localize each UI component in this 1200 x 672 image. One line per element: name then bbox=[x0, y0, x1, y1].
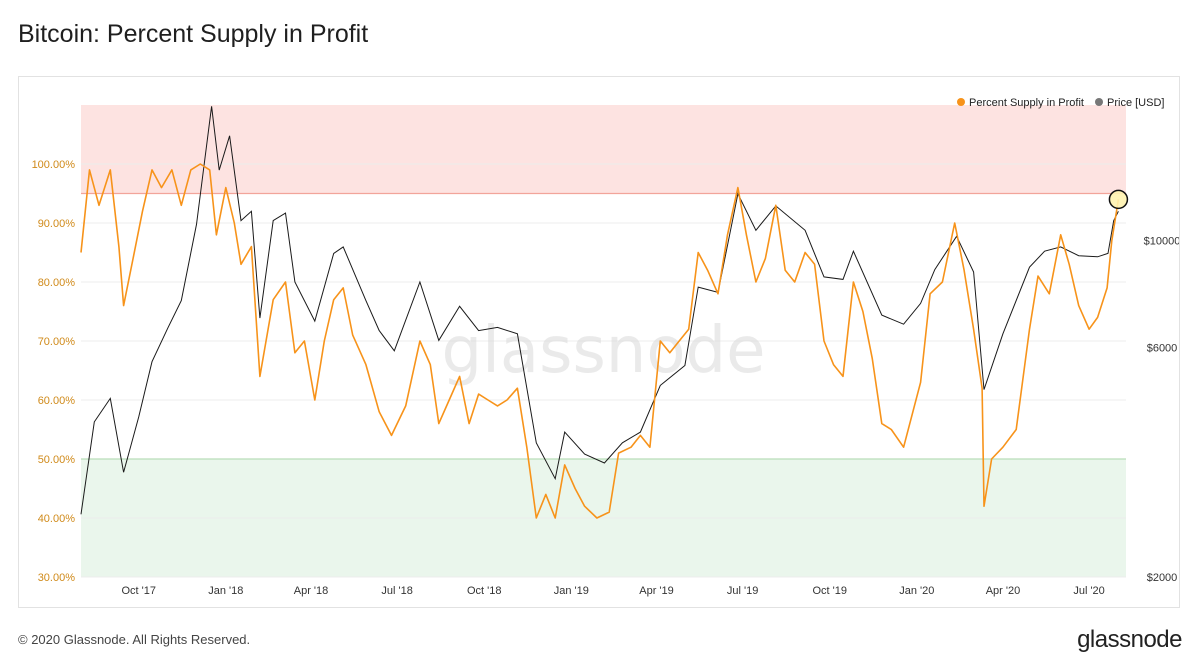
x-tick-label: Oct '19 bbox=[812, 585, 847, 597]
price-series-line bbox=[80, 106, 1119, 515]
legend-label-price[interactable]: Price [USD] bbox=[1107, 97, 1164, 109]
y-tick-label: 90.00% bbox=[38, 218, 76, 230]
x-tick-label: Apr '19 bbox=[639, 585, 674, 597]
x-tick-label: Oct '18 bbox=[467, 585, 502, 597]
y-tick-label: 60.00% bbox=[38, 395, 76, 407]
legend-dot-profit[interactable] bbox=[957, 98, 965, 106]
x-tick-label: Apr '18 bbox=[294, 585, 329, 597]
y-tick-label: 100.00% bbox=[32, 159, 76, 171]
x-tick-label: Jan '19 bbox=[554, 585, 589, 597]
x-tick-label: Apr '20 bbox=[986, 585, 1021, 597]
legend-label-profit[interactable]: Percent Supply in Profit bbox=[969, 97, 1084, 109]
y2-tick-label: $2000 bbox=[1147, 572, 1178, 584]
overvalued-zone bbox=[81, 105, 1126, 194]
x-tick-label: Jul '20 bbox=[1073, 585, 1104, 597]
page-title: Bitcoin: Percent Supply in Profit bbox=[18, 20, 369, 48]
chart-panel: glassnode 30.00% 40.00% 50.00% 60.00% 70.00% 8… bbox=[18, 76, 1180, 608]
x-tick-label: Jul '19 bbox=[727, 585, 758, 597]
x-tick-label: Oct '17 bbox=[121, 585, 156, 597]
y-tick-label: 50.00% bbox=[38, 454, 76, 466]
x-tick-label: Jul '18 bbox=[381, 585, 412, 597]
y-tick-label: 80.00% bbox=[38, 277, 76, 289]
x-tick-label: Jan '18 bbox=[208, 585, 243, 597]
profit-series-line bbox=[80, 163, 1120, 519]
y-tick-label: 70.00% bbox=[38, 336, 76, 348]
y-tick-label: 30.00% bbox=[38, 572, 76, 584]
glassnode-logo[interactable]: glassnode bbox=[1077, 626, 1182, 653]
highlight-circle bbox=[1108, 189, 1129, 210]
legend-dot-price[interactable] bbox=[1095, 98, 1103, 106]
y2-tick-label: $6000 bbox=[1147, 342, 1178, 354]
x-tick-label: Jan '20 bbox=[899, 585, 934, 597]
y2-tick-label: $10000 bbox=[1144, 235, 1179, 247]
copyright-text: © 2020 Glassnode. All Rights Reserved. bbox=[18, 632, 251, 647]
watermark-text: glassnode bbox=[441, 314, 765, 388]
y-tick-label: 40.00% bbox=[38, 513, 76, 525]
chart-canvas: glassnode 30.00% 40.00% 50.00% 60.00% 70.00% 8… bbox=[32, 97, 1179, 597]
